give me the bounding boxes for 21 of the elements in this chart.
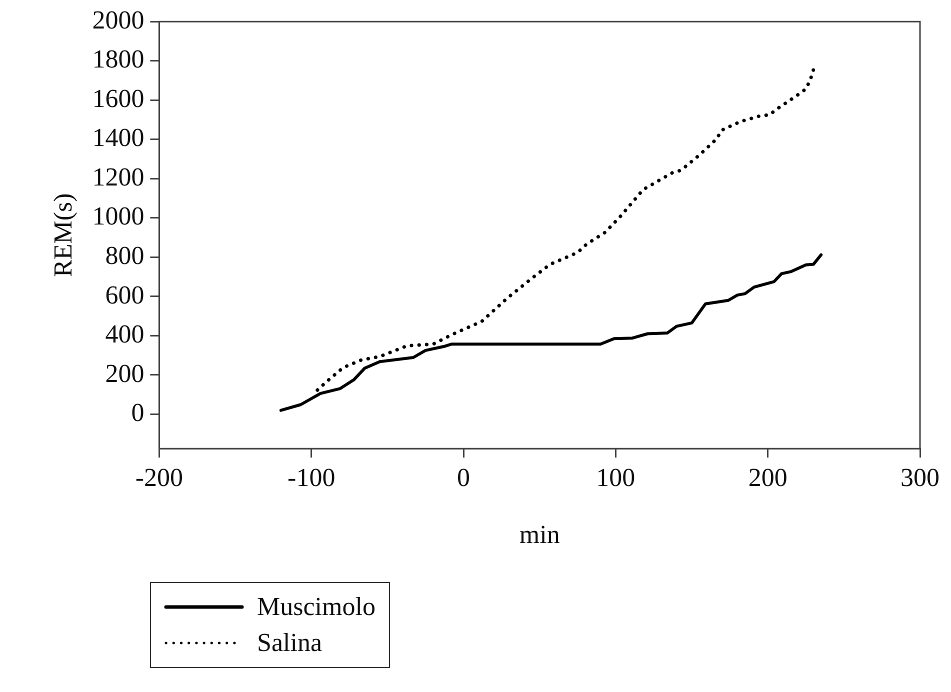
y-axis-title: REM(s): [48, 193, 78, 277]
y-tick-label: 1600: [92, 84, 144, 113]
x-tick-label: -100: [288, 463, 336, 492]
y-tick-label: 600: [105, 280, 144, 310]
y-tick-label: 1800: [92, 44, 144, 74]
y-tick-label: 1200: [92, 162, 144, 192]
y-tick-label: 200: [105, 358, 144, 388]
y-tick-label: 1000: [92, 202, 144, 231]
x-tick-label: 300: [900, 463, 940, 492]
x-axis-title: min: [519, 520, 560, 550]
x-tick-label: -200: [135, 463, 184, 492]
y-tick-label: 2000: [92, 5, 144, 34]
y-tick-label: 0: [131, 398, 144, 428]
x-tick-label: 200: [748, 463, 788, 492]
legend-label: Salina: [257, 627, 322, 659]
y-tick-label: 800: [105, 241, 144, 270]
legend-label: Muscimolo: [257, 591, 376, 623]
x-tick-label: 100: [596, 463, 636, 492]
y-tick-label: 1400: [92, 123, 144, 152]
y-tick-label: 400: [105, 320, 144, 349]
x-tick-label: 0: [457, 463, 470, 492]
